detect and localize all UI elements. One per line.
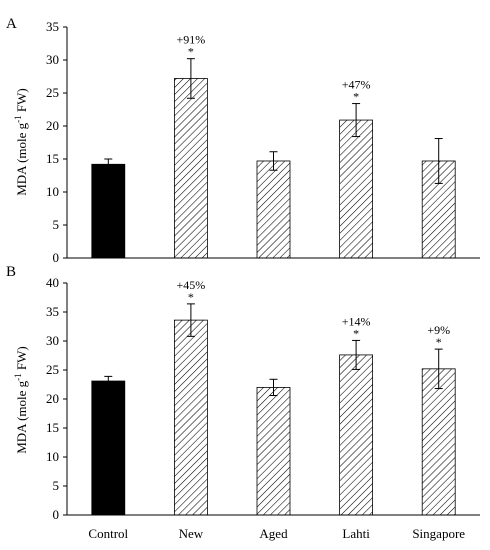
- y-axis-label-main: MDA (mole g: [14, 122, 29, 195]
- bar-lahti: [339, 119, 374, 259]
- bar-control: [91, 380, 126, 516]
- y-tick-label: 30: [46, 52, 59, 67]
- y-tick-label: 0: [53, 250, 60, 265]
- y-tick-label: 40: [46, 275, 59, 290]
- category-label: Aged: [259, 526, 288, 541]
- bar-singapore: [421, 368, 456, 516]
- category-label: Singapore: [412, 526, 465, 541]
- panel-label: B: [6, 264, 16, 280]
- y-axis-label: MDA (mole g-1 FW): [13, 346, 29, 454]
- x-axis-category-labels: Control New Aged Lahti Singapore: [88, 526, 465, 541]
- y-axis-label: MDA (mole g-1 FW): [13, 88, 29, 196]
- y-tick-label: 35: [46, 304, 59, 319]
- error-bar: [104, 375, 113, 387]
- error-bar: [434, 348, 443, 390]
- bar-aged: [256, 160, 291, 259]
- panel-label: A: [6, 16, 17, 32]
- significance-asterisk: *: [188, 290, 194, 304]
- significance-asterisk: *: [188, 45, 194, 59]
- y-tick-label: 25: [46, 362, 59, 377]
- bars: [91, 58, 456, 259]
- error-bar: [186, 58, 195, 99]
- annotations: *+45%*+14%*+9%: [177, 278, 451, 349]
- error-bar: [104, 158, 113, 171]
- percent-change-label: +14%: [342, 314, 371, 328]
- y-axis-label-tail: FW): [14, 88, 29, 115]
- y-axis-ticks: 0 5 10 15 20 25 30 35 40: [46, 275, 67, 522]
- percent-change-label: +91%: [177, 33, 206, 47]
- category-label: Control: [88, 526, 128, 541]
- y-tick-label: 5: [53, 478, 60, 493]
- category-label: Lahti: [342, 526, 370, 541]
- bar-new: [173, 319, 208, 516]
- y-tick-label: 10: [46, 449, 59, 464]
- significance-asterisk: *: [353, 326, 359, 340]
- y-tick-label: 10: [46, 184, 59, 199]
- error-bar: [352, 103, 361, 138]
- error-bar: [352, 339, 361, 370]
- bar-new: [173, 78, 208, 259]
- y-tick-label: 25: [46, 85, 59, 100]
- percent-change-label: +45%: [177, 278, 206, 292]
- percent-change-label: +9%: [427, 323, 450, 337]
- error-bar: [186, 303, 195, 337]
- y-axis-label-tail: FW): [14, 346, 29, 373]
- bar-control: [91, 163, 126, 259]
- y-tick-label: 5: [53, 217, 60, 232]
- y-tick-label: 20: [46, 391, 59, 406]
- y-axis-label-superscript: -1: [13, 373, 23, 381]
- error-bar: [269, 378, 278, 397]
- y-tick-label: 20: [46, 118, 59, 133]
- error-bar: [269, 151, 278, 171]
- y-tick-label: 30: [46, 333, 59, 348]
- percent-change-label: +47%: [342, 78, 371, 92]
- bars: [91, 303, 456, 516]
- y-tick-label: 15: [46, 151, 59, 166]
- bar-lahti: [339, 354, 374, 516]
- y-tick-label: 35: [46, 19, 59, 34]
- y-tick-label: 0: [53, 507, 60, 522]
- y-axis-label-main: MDA (mole g: [14, 380, 29, 453]
- bar-aged: [256, 386, 291, 516]
- error-bar: [434, 138, 443, 184]
- annotations: *+91%*+47%: [177, 33, 371, 104]
- y-tick-label: 15: [46, 420, 59, 435]
- y-axis-label-superscript: -1: [13, 115, 23, 123]
- category-label: New: [179, 526, 204, 541]
- y-axis-ticks: 0 5 10 15 20 25 30 35: [46, 19, 67, 265]
- significance-asterisk: *: [353, 90, 359, 104]
- significance-asterisk: *: [436, 335, 442, 349]
